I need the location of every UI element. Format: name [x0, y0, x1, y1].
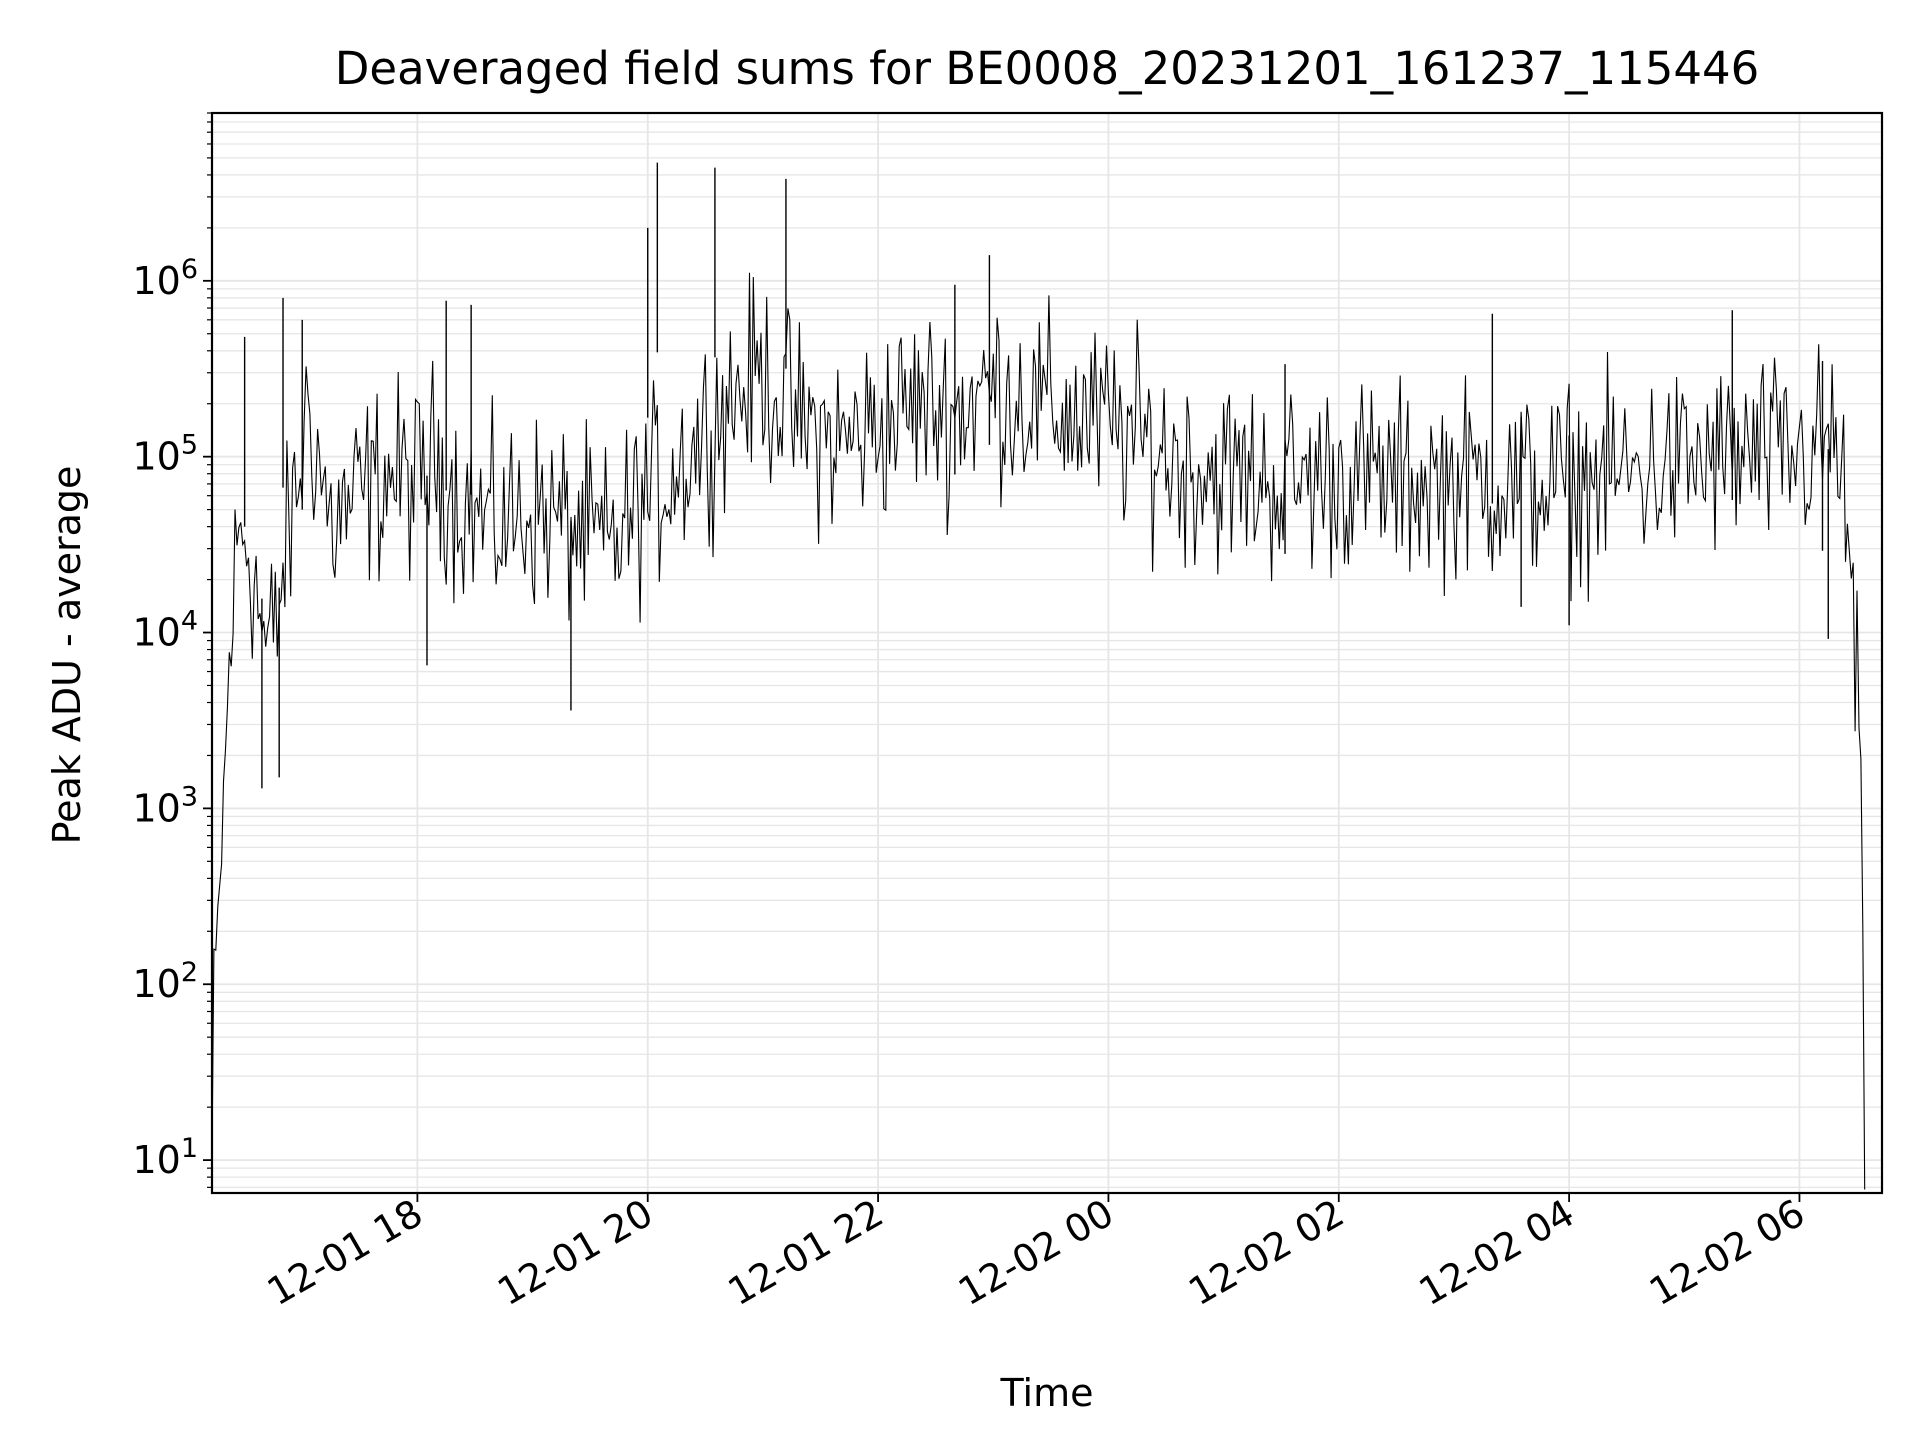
series-line: [211, 272, 1866, 1190]
grid: [212, 112, 1882, 1193]
plot-frame: [210, 111, 1884, 1195]
plot-area: [212, 113, 1882, 1193]
y-axis-label: Peak ADU - average: [45, 466, 89, 845]
chart-title: Deaveraged field sums for BE0008_2023120…: [335, 42, 1760, 95]
y-tick-label: 102: [132, 957, 198, 1006]
x-axis-label: Time: [1000, 1371, 1094, 1415]
series-layer: [211, 162, 1866, 1190]
